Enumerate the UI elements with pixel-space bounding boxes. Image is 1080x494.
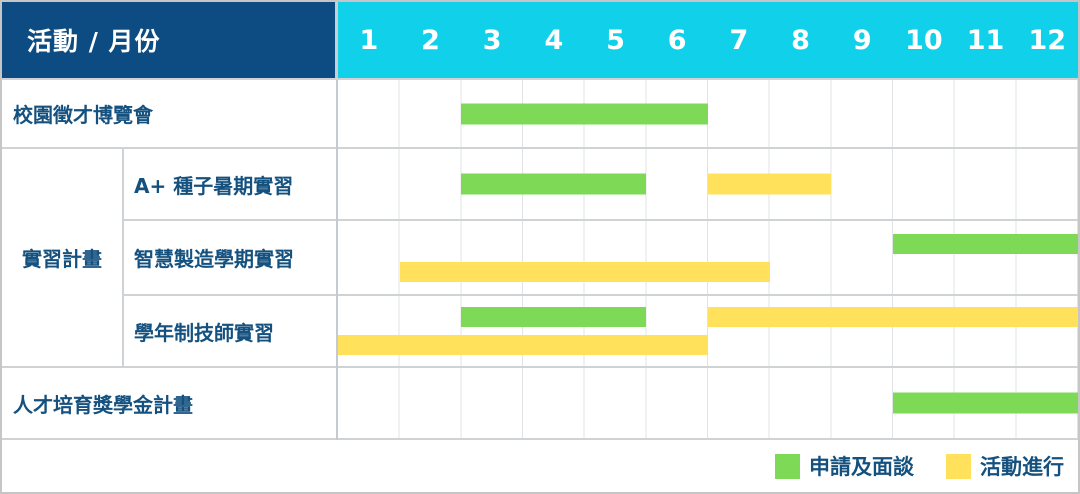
- month-header-cell: 2: [421, 24, 440, 56]
- legend-green-swatch: [775, 453, 800, 479]
- row-label-smart-manufacturing-internship: 智慧製造學期實習: [124, 221, 336, 296]
- gantt-row-smart-manufacturing-internship: [338, 221, 1078, 296]
- legend: 申請及面談 活動進行: [2, 440, 1078, 492]
- activity-labels-column: 校園徵才博覽會 實習計畫 A+ 種子暑期實習 智慧製造學期實習 學年制技師實習 …: [2, 80, 338, 440]
- header-row: 活動 / 月份 1 2 3 4 5 6 7 8 9 10 11 12: [2, 2, 1078, 80]
- row-label-aplus-summer-internship: A+ 種子暑期實習: [124, 149, 336, 221]
- legend-item-activity: 活動進行: [946, 451, 1064, 481]
- gantt-bar-activity: [708, 173, 832, 195]
- legend-label-application: 申請及面談: [809, 455, 914, 479]
- gantt-row-academic-year-technician-internship: [338, 296, 1078, 368]
- month-header-cell: 7: [729, 24, 749, 56]
- month-header-cell: 4: [544, 24, 564, 56]
- month-header-cell: 11: [966, 24, 1005, 56]
- legend-yellow-swatch: [946, 453, 971, 479]
- legend-label-activity: 活動進行: [980, 455, 1064, 479]
- gantt-bar-application: [461, 173, 647, 195]
- gantt-row-campus-fair: [338, 80, 1078, 149]
- chart-body: 校園徵才博覽會 實習計畫 A+ 種子暑期實習 智慧製造學期實習 學年制技師實習 …: [2, 80, 1078, 440]
- row-label-academic-year-technician-internship: 學年制技師實習: [124, 296, 336, 368]
- month-grid: [338, 80, 1078, 440]
- gantt-bar-activity: [708, 307, 1078, 327]
- month-header-cell: 6: [667, 24, 687, 56]
- month-header-cell: 12: [1028, 24, 1067, 56]
- month-header-cell: 3: [482, 24, 502, 56]
- row-label-campus-fair: 校園徵才博覽會: [2, 80, 336, 149]
- row-label-talent-scholarship: 人才培育獎學金計畫: [2, 368, 336, 440]
- gantt-bar-application: [893, 233, 1078, 254]
- month-header-cell: 8: [791, 24, 810, 56]
- gantt-bar-activity: [338, 335, 708, 355]
- month-header: 1 2 3 4 5 6 7 8 9 10 11 12: [338, 2, 1078, 78]
- gantt-bar-application: [461, 307, 647, 327]
- month-header-cell: 1: [359, 24, 379, 56]
- month-header-cell: 5: [606, 24, 625, 56]
- gantt-bar-application: [461, 103, 708, 124]
- internship-group-block: 實習計畫 A+ 種子暑期實習 智慧製造學期實習 學年制技師實習: [2, 149, 336, 368]
- gantt-bar-activity: [399, 261, 770, 282]
- group-label-internship-program: 實習計畫: [2, 149, 124, 368]
- internship-sub-labels: A+ 種子暑期實習 智慧製造學期實習 學年制技師實習: [124, 149, 336, 368]
- month-header-cell: 10: [905, 24, 943, 56]
- gantt-row-talent-scholarship: [338, 368, 1078, 440]
- month-header-cell: 9: [852, 24, 872, 56]
- header-title: 活動 / 月份: [2, 2, 338, 78]
- legend-item-application: 申請及面談: [775, 451, 914, 481]
- gantt-bar-application: [893, 392, 1078, 414]
- gantt-row-aplus-summer-internship: [338, 149, 1078, 221]
